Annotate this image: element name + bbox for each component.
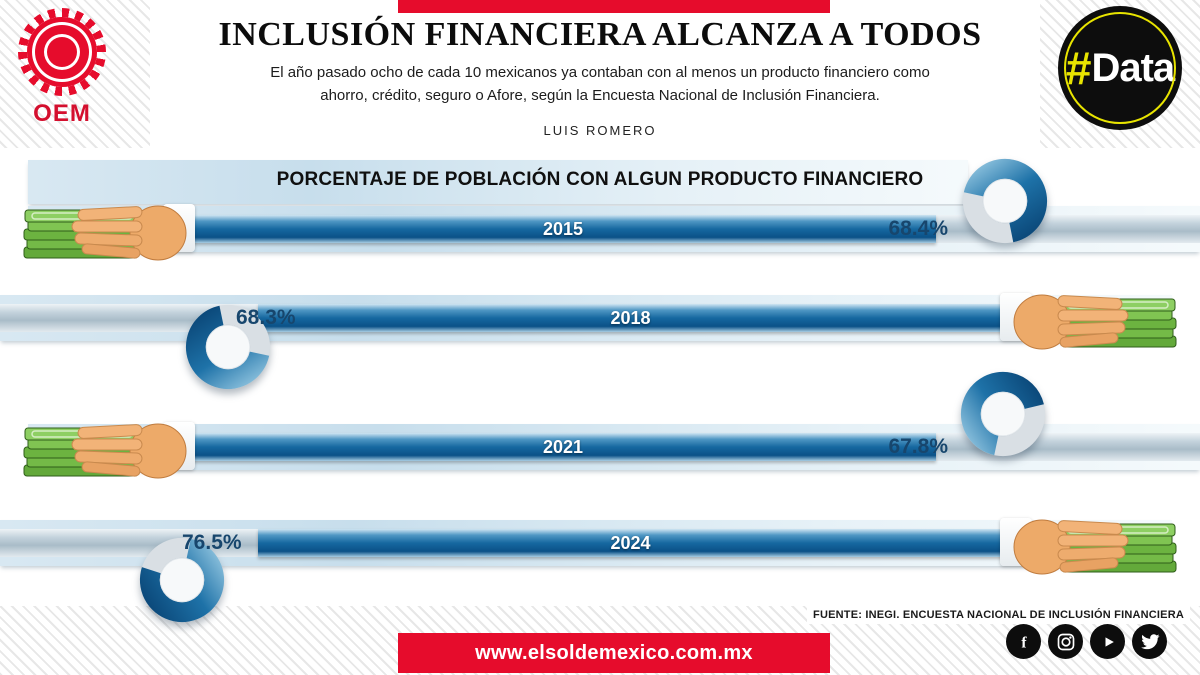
source-note: FUENTE: INEGI. ENCUESTA NACIONAL DE INCL…	[807, 606, 1190, 624]
donut-gauge-2015	[953, 149, 1057, 253]
chart-title-band	[28, 160, 968, 204]
website-link[interactable]: www.elsoldemexico.com.mx	[398, 633, 830, 673]
hand-shape	[1013, 519, 1129, 575]
value-label-2018: 68.3%	[236, 306, 296, 329]
hand-money-icon	[1005, 285, 1180, 355]
header-panel	[150, 0, 1040, 148]
donut-gauge-2021	[951, 362, 1055, 466]
oem-sun-icon	[18, 8, 106, 96]
website-url: www.elsoldemexico.com.mx	[475, 641, 753, 664]
chart-title: PORCENTAJE DE POBLACIÓN CON ALGUN PRODUC…	[276, 169, 924, 190]
bar-2021: 2021	[190, 433, 936, 461]
bar-tail-2024	[0, 529, 266, 557]
byline: LUIS ROMERO	[543, 123, 657, 138]
svg-text:f: f	[1021, 634, 1027, 651]
subtitle-line-1: El año pasado ocho de cada 10 mexicanos …	[270, 64, 930, 81]
instagram-icon[interactable]	[1048, 624, 1083, 659]
twitter-icon[interactable]	[1132, 624, 1167, 659]
value-label-2021: 67.8%	[888, 435, 948, 458]
bar-2024: 2024	[258, 529, 1003, 557]
bar-2015: 2015	[190, 215, 936, 243]
hand-shape	[1013, 294, 1129, 350]
hand-shape	[71, 423, 187, 479]
hand-shape	[71, 205, 187, 261]
badge-word: Data	[1091, 45, 1175, 90]
donut-gauge-2024	[130, 528, 234, 632]
year-label-2015: 2015	[542, 219, 584, 239]
oem-logo: OEM	[16, 8, 108, 128]
year-label-2021: 2021	[542, 437, 584, 457]
year-label-2018: 2018	[610, 308, 651, 328]
subtitle-line-2: ahorro, crédito, seguro o Afore, según l…	[320, 87, 880, 104]
top-red-bar	[398, 0, 830, 13]
value-label-2024: 76.5%	[182, 531, 242, 554]
year-label-2024: 2024	[610, 533, 651, 553]
hashtag-data-badge: # Data	[1058, 6, 1182, 130]
oem-sun-core	[27, 17, 97, 87]
hand-money-icon	[20, 414, 195, 484]
youtube-icon[interactable]	[1090, 624, 1125, 659]
page-title: INCLUSIÓN FINANCIERA ALCANZA A TODOS	[218, 16, 982, 53]
bar-2018: 2018	[258, 304, 1003, 332]
oem-logo-text: OEM	[33, 100, 91, 127]
value-label-2015: 68.4%	[888, 217, 948, 240]
donut-gauge-2018	[176, 295, 280, 399]
hand-money-icon	[20, 196, 195, 266]
hand-money-icon	[1005, 510, 1180, 580]
badge-hash: #	[1065, 42, 1092, 94]
facebook-icon[interactable]: f	[1006, 624, 1041, 659]
